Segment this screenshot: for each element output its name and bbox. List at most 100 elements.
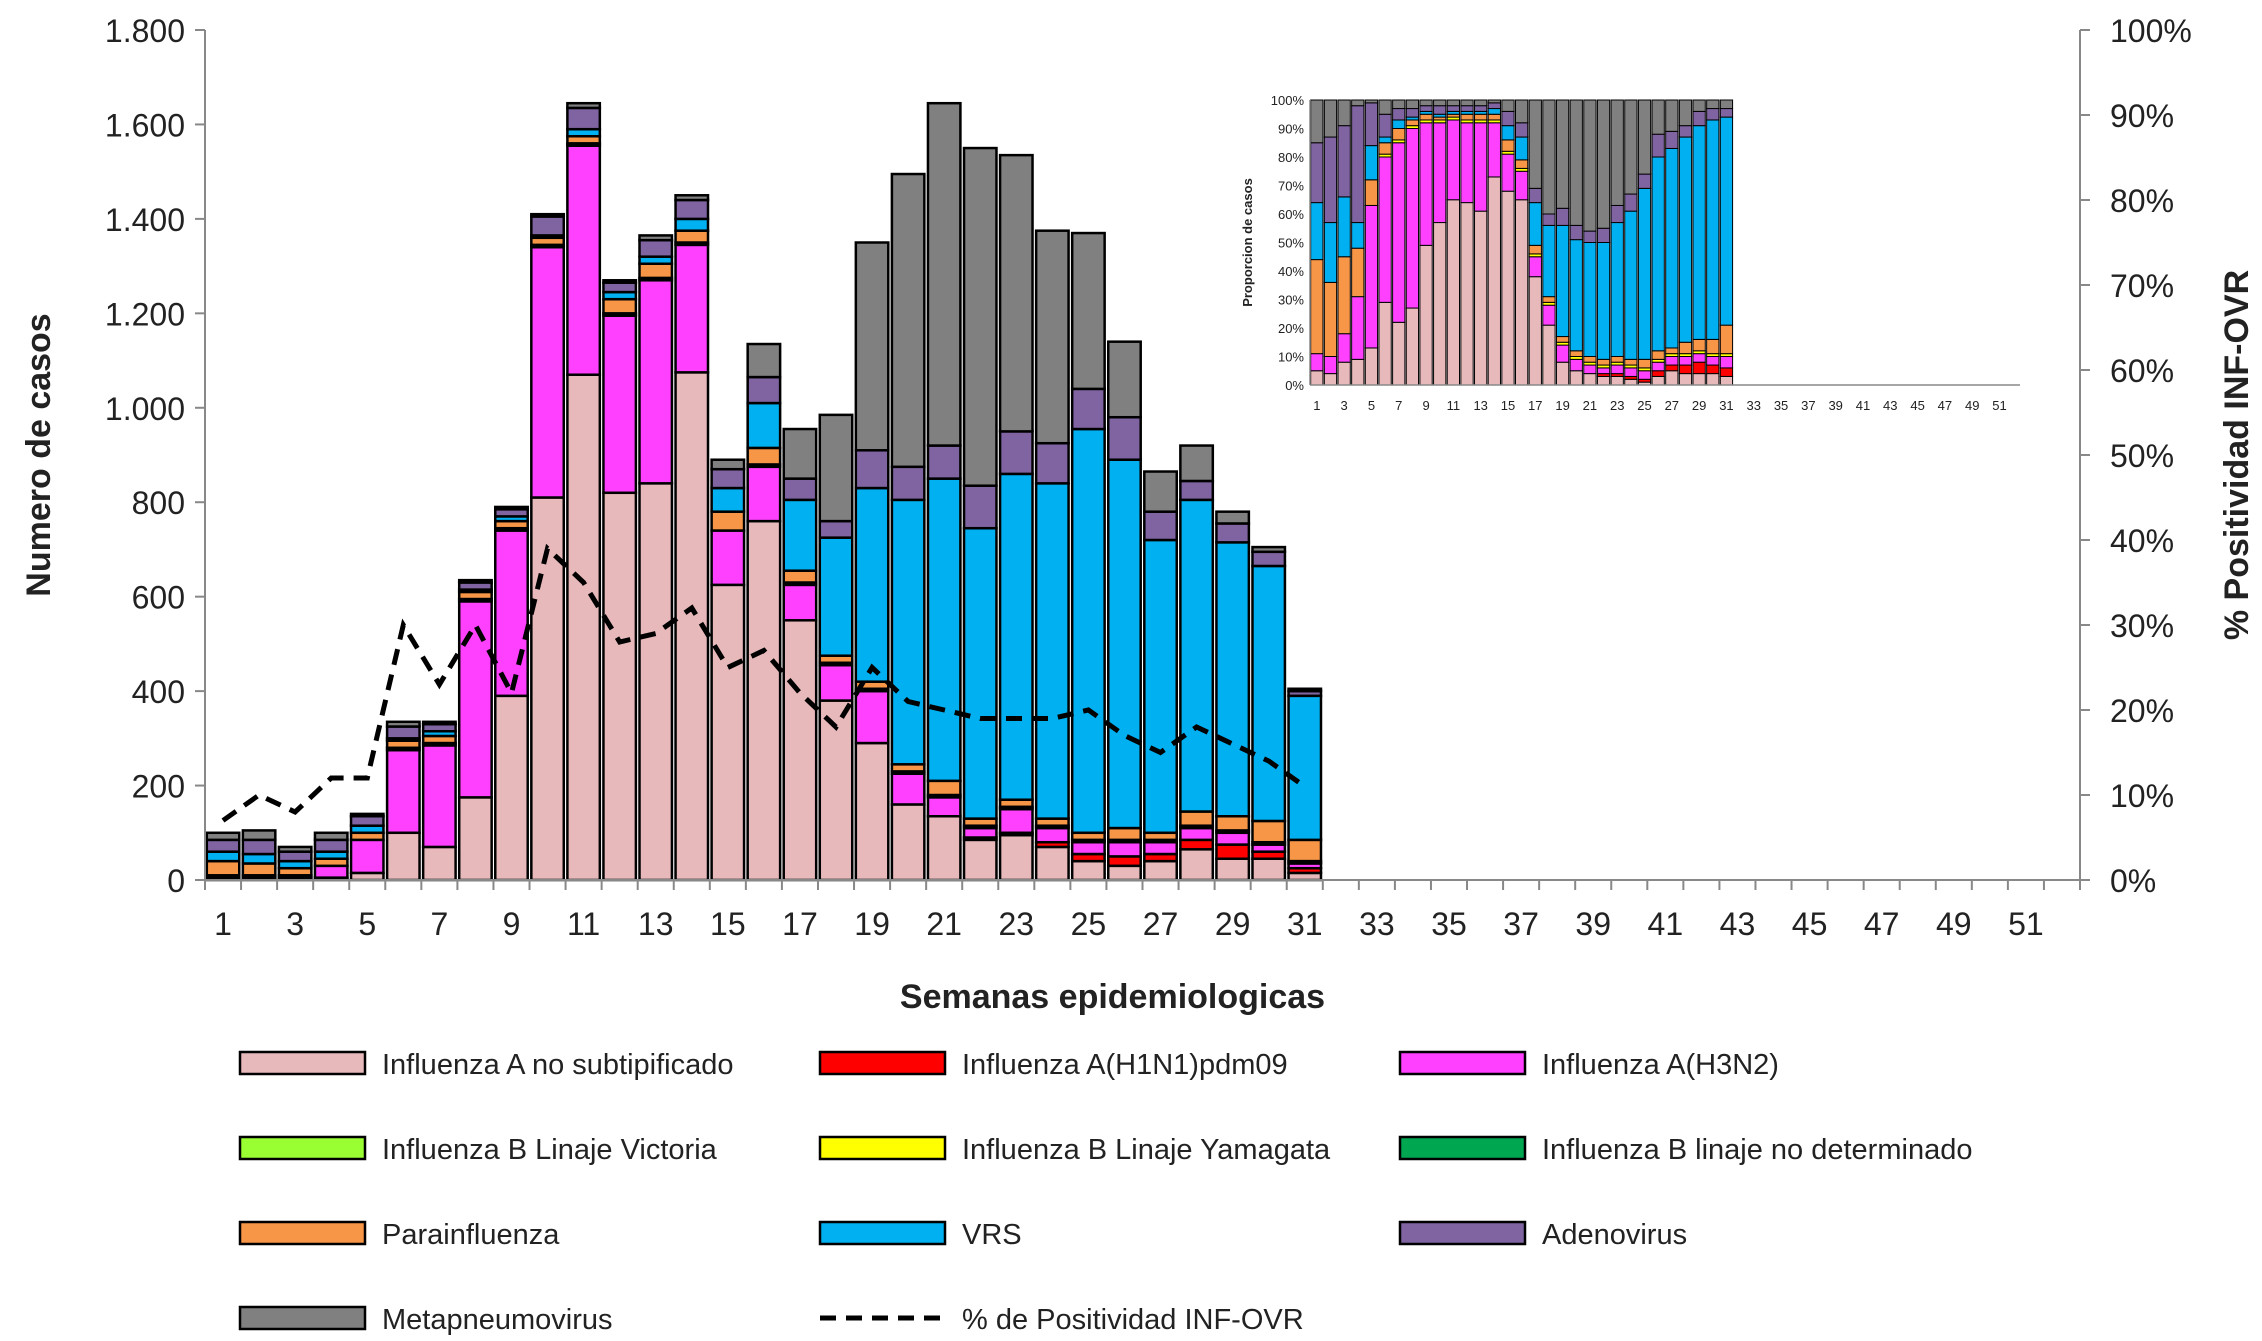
- x-tick-label: 41: [1648, 906, 1684, 942]
- inset-bar-segment: [1651, 350, 1665, 360]
- inset-bar-segment: [1555, 336, 1570, 343]
- inset-bar-segment: [1310, 370, 1324, 386]
- inset-x-tick-label: 9: [1422, 398, 1429, 413]
- bar-segment: [530, 212, 566, 218]
- bar-segment: [1215, 510, 1251, 525]
- bar-segment: [890, 772, 926, 806]
- y2-tick-label: 0%: [2110, 863, 2156, 899]
- bar-segment: [854, 486, 890, 683]
- x-tick-label: 17: [782, 906, 818, 942]
- bar-segment: [1179, 826, 1215, 842]
- bar-segment: [566, 144, 602, 376]
- x-tick-label: 5: [358, 906, 376, 942]
- bar-segment: [1143, 538, 1179, 835]
- inset-bar-segment: [1514, 159, 1529, 169]
- y-tick-label: 1.000: [105, 391, 185, 427]
- inset-y-tick-label: 30%: [1278, 293, 1304, 308]
- inset-bar-segment: [1555, 99, 1570, 209]
- bar-segment: [241, 838, 277, 856]
- inset-x-tick-label: 49: [1965, 398, 1979, 413]
- bar-segment: [998, 807, 1034, 835]
- bar-segment: [205, 838, 241, 853]
- inset-bar-segment: [1596, 242, 1611, 360]
- bar-segment: [1106, 855, 1142, 868]
- bar-segment: [1106, 864, 1142, 882]
- inset-bar-segment: [1583, 364, 1597, 375]
- bar-segment: [530, 215, 566, 237]
- inset-x-tick-label: 15: [1501, 398, 1515, 413]
- bar-segment: [1070, 231, 1106, 391]
- y-tick-label: 0: [167, 863, 185, 899]
- bar-segment: [1070, 840, 1106, 856]
- inset-bar-segment: [1610, 222, 1624, 357]
- inset-bar-segment: [1678, 364, 1693, 375]
- inset-bar-segment: [1351, 105, 1365, 224]
- bar-segment: [674, 229, 710, 244]
- legend-swatch: [1398, 1220, 1527, 1246]
- inset-bar-segment: [1542, 324, 1556, 386]
- x-tick-label: 1: [214, 906, 232, 942]
- legend: Influenza A no subtipificado Influenza A(…: [238, 1049, 1972, 1336]
- bar-segment: [1251, 819, 1287, 844]
- inset-bar-segment: [1719, 99, 1734, 110]
- inset-bar-segment: [1460, 99, 1474, 107]
- inset-y-tick-label: 80%: [1278, 150, 1304, 165]
- inset-chart: 0%10%20%30%40%50%60%70%80%90%100%1 3 5 7 9 11…: [1240, 93, 2020, 413]
- bar-segment: [421, 720, 457, 726]
- x-tick-label: 35: [1431, 906, 1467, 942]
- inset-bar-segment: [1624, 378, 1638, 386]
- inset-bar-segment: [1528, 244, 1542, 255]
- inset-x-tick-label: 45: [1910, 398, 1924, 413]
- inset-bar-segment: [1405, 99, 1420, 110]
- inset-bar-segment: [1569, 224, 1583, 241]
- bar-segment: [1034, 845, 1070, 882]
- inset-bar-segment: [1460, 113, 1474, 121]
- bar-segment: [926, 101, 962, 447]
- y2-tick-label: 100%: [2110, 13, 2192, 49]
- legend-label: VRS: [962, 1219, 1022, 1251]
- bar-segment: [1251, 550, 1287, 568]
- inset-bar-segment: [1542, 224, 1556, 298]
- inset-bar-segment: [1678, 356, 1693, 366]
- bar-segment: [1106, 458, 1142, 830]
- bar-segment: [530, 245, 566, 499]
- bar-segment: [782, 427, 818, 480]
- bar-segment: [926, 779, 962, 797]
- bar-segment: [1179, 498, 1215, 813]
- inset-bar-segment: [1706, 373, 1720, 386]
- inset-bar-segment: [1487, 99, 1501, 104]
- legend-swatch: [1398, 1050, 1527, 1076]
- inset-bar-segment: [1706, 108, 1720, 121]
- legend-label: Influenza B linaje no determinado: [1542, 1134, 1972, 1166]
- bar-segment: [602, 491, 638, 882]
- inset-bar-segment: [1665, 147, 1679, 349]
- bar-segment: [854, 241, 890, 452]
- inset-bar-segment: [1555, 361, 1570, 386]
- positivity-line: [221, 543, 1307, 823]
- inset-bar-segment: [1610, 375, 1624, 386]
- y2-tick-label: 60%: [2110, 353, 2174, 389]
- inset-x-tick-label: 5: [1368, 398, 1375, 413]
- inset-bar-segment: [1665, 356, 1679, 366]
- bar-segment: [674, 217, 710, 232]
- x-tick-label: 31: [1287, 906, 1323, 942]
- inset-bar-segment: [1706, 338, 1720, 355]
- bar-segment: [926, 477, 962, 783]
- x-tick-label: 21: [926, 906, 962, 942]
- inset-bar-segment: [1446, 105, 1461, 112]
- inset-y-axis-title: Proporcion de casos: [1240, 178, 1255, 307]
- inset-bar-segment: [1446, 99, 1461, 107]
- inset-bar-segment: [1624, 99, 1638, 195]
- inset-bar-segment: [1323, 222, 1338, 283]
- y2-tick-label: 80%: [2110, 183, 2174, 219]
- inset-bar-segment: [1692, 125, 1706, 340]
- inset-bar-segment: [1651, 370, 1665, 377]
- legend-swatch: [818, 1135, 947, 1161]
- bar-segment: [277, 845, 313, 853]
- y2-tick-label: 20%: [2110, 693, 2174, 729]
- x-tick-label: 7: [430, 906, 448, 942]
- bar-segment: [1179, 848, 1215, 882]
- y-axis-title: Numero de casos: [20, 313, 58, 596]
- x-tick-label: 51: [2008, 906, 2044, 942]
- bar-segment: [1215, 541, 1251, 818]
